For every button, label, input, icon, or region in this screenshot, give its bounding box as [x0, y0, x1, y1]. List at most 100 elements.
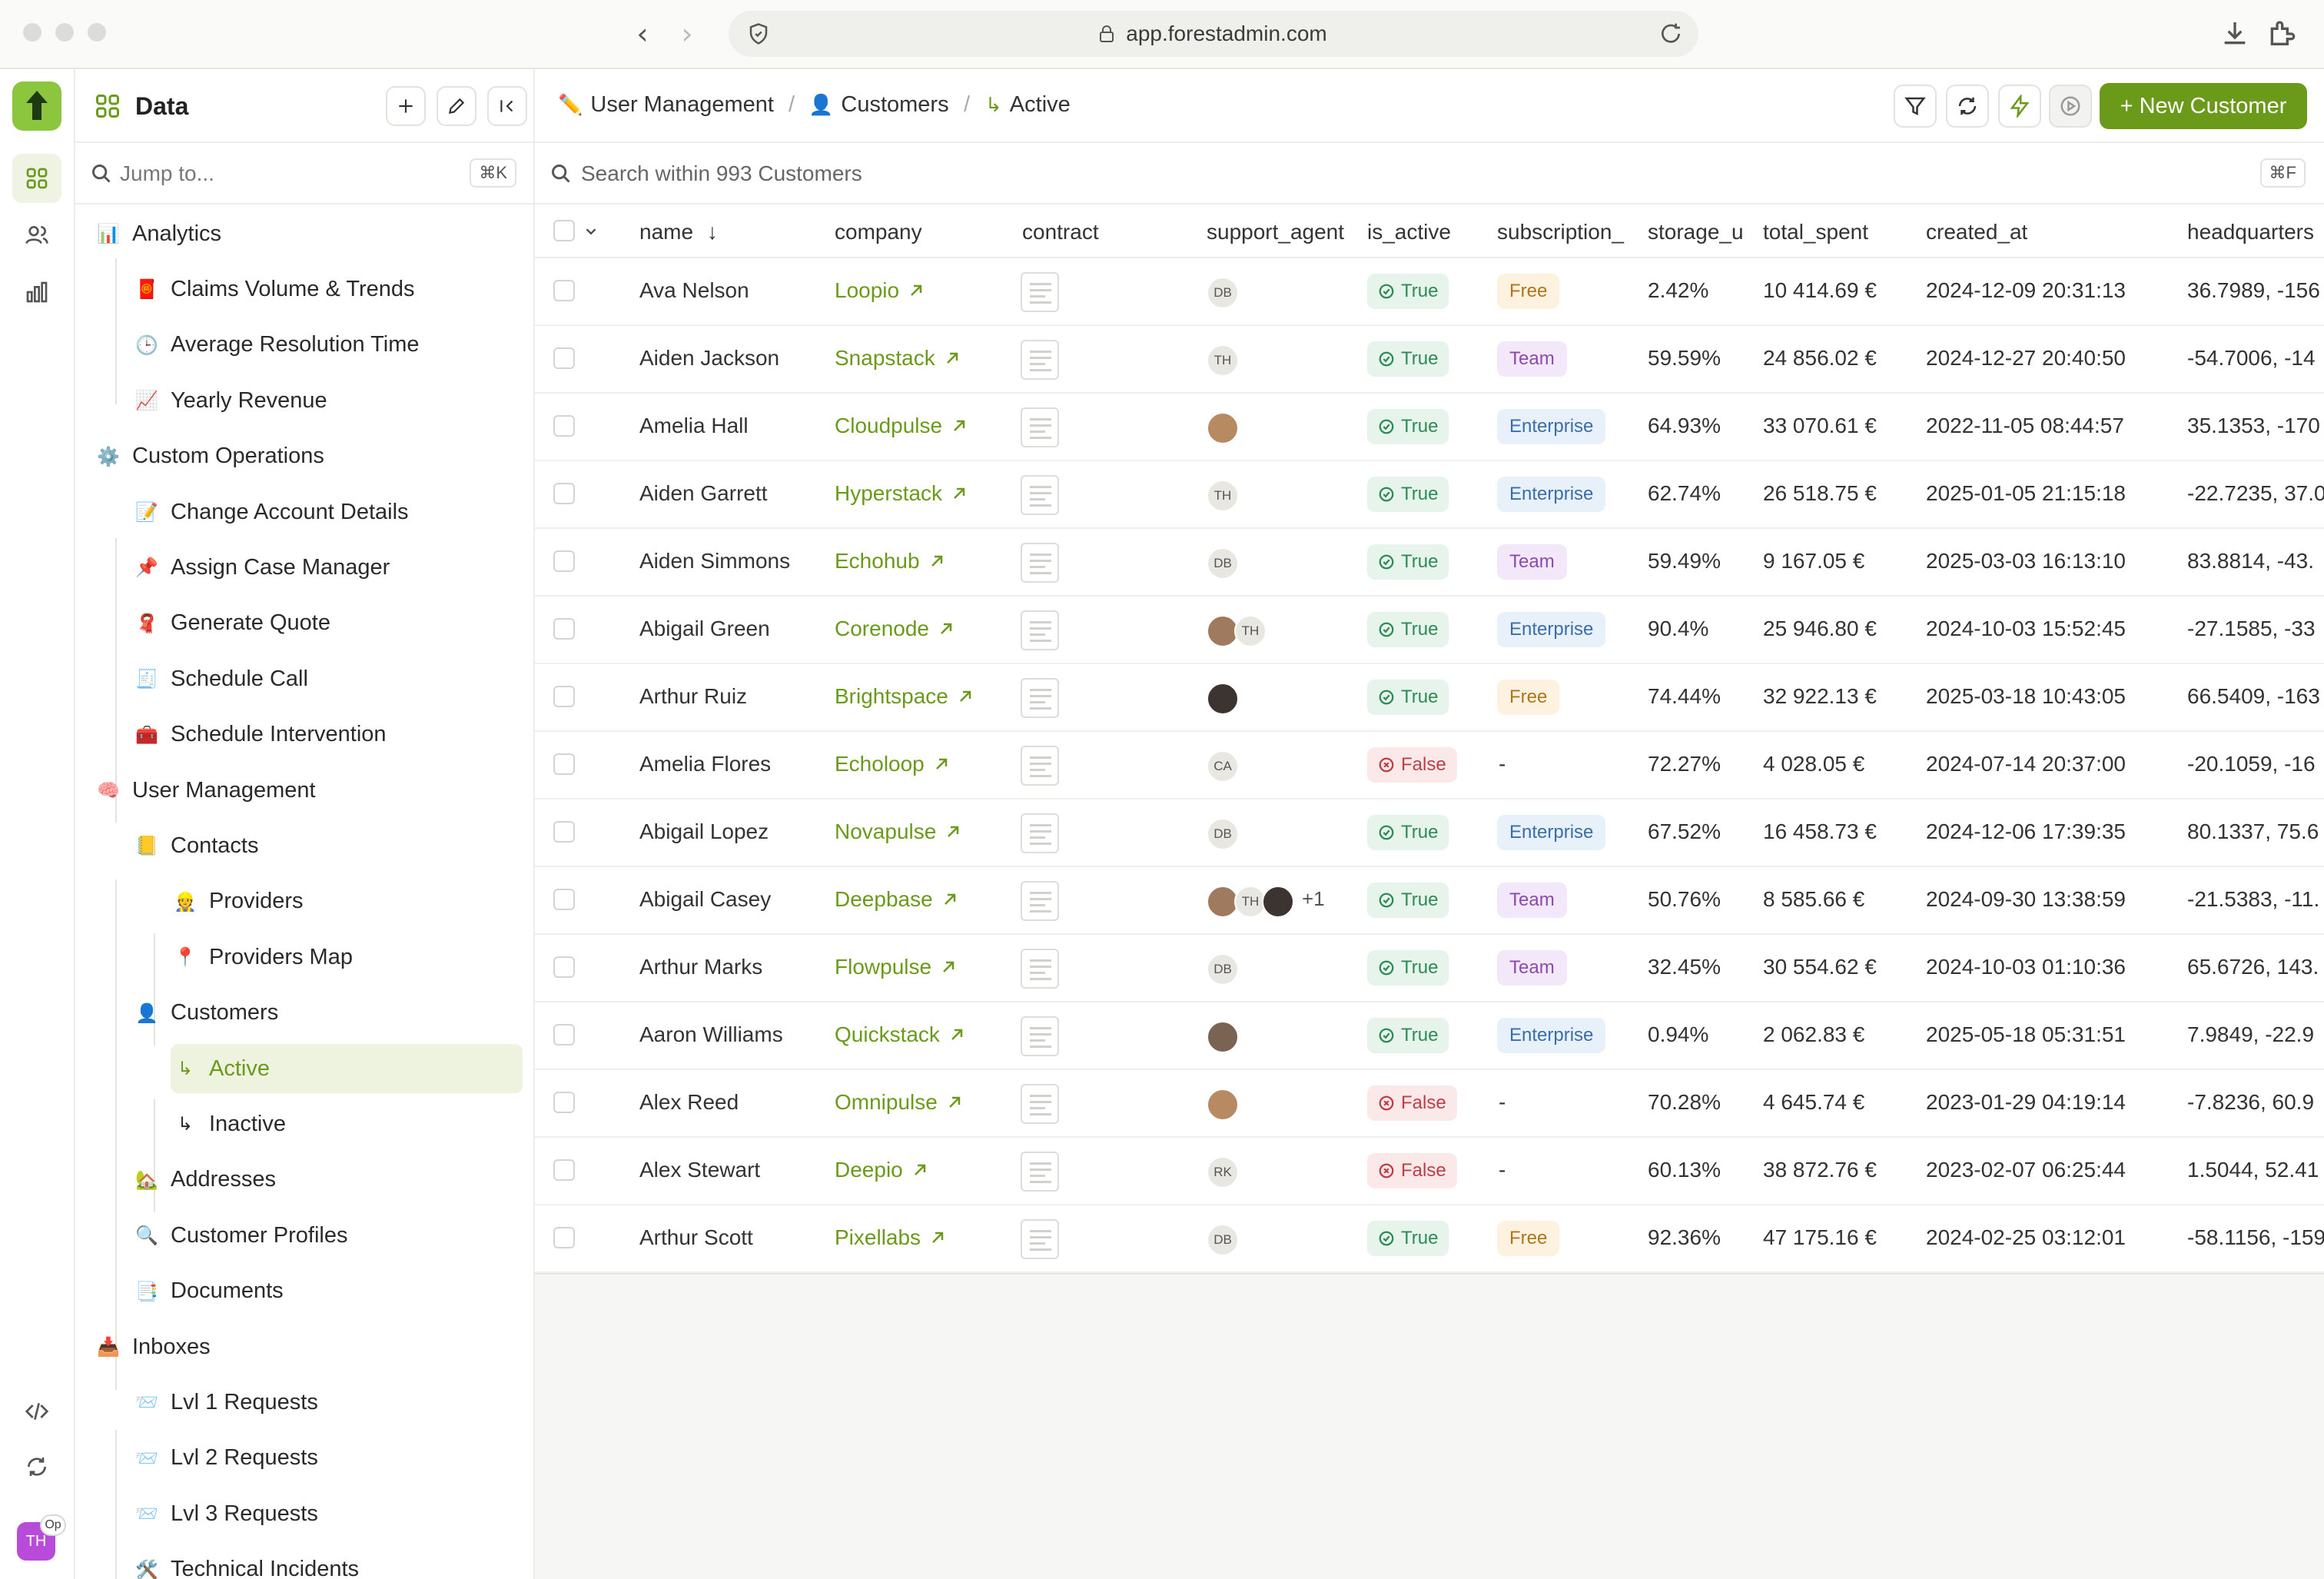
column-header-contract[interactable]: contract [1022, 220, 1099, 244]
contract-document-icon[interactable] [1021, 949, 1059, 989]
sidebar-item-schedule-intervention[interactable]: 🧰 Schedule Intervention [132, 710, 386, 760]
row-checkbox[interactable] [553, 956, 575, 978]
column-header-total-spent[interactable]: total_spent [1763, 220, 1868, 244]
table-row[interactable]: Aaron Williams Quickstack True Enterprise 0.… [535, 1002, 2324, 1070]
column-header-subscription[interactable]: subscription_ [1497, 220, 1624, 244]
table-row[interactable]: Abigail Lopez Novapulse DB True Enterprise 67… [535, 799, 2324, 867]
url-bar[interactable]: app.forestadmin.com [729, 11, 1698, 57]
sidebar-item-analytics[interactable]: 📊 Analytics [94, 209, 221, 258]
contract-document-icon[interactable] [1021, 610, 1059, 650]
support-agent-avatar[interactable] [1207, 683, 1239, 715]
sidebar-item-lvl-1-requests[interactable]: 📨 Lvl 1 Requests [132, 1378, 318, 1427]
table-row[interactable]: Alex Reed Omnipulse False - 70.28% 4 645.74 €… [535, 1070, 2324, 1138]
row-checkbox[interactable] [553, 347, 575, 369]
support-agent-avatar[interactable]: CA [1207, 750, 1239, 783]
sidebar-item-technical-incidents[interactable]: 🛠️ Technical Incidents [132, 1545, 359, 1579]
column-header-storage[interactable]: storage_u [1648, 220, 1743, 244]
cell-company-link[interactable]: Loopio [835, 278, 925, 303]
cell-company-link[interactable]: Corenode [835, 617, 955, 641]
download-icon[interactable] [2219, 18, 2250, 49]
contract-document-icon[interactable] [1021, 1219, 1059, 1259]
table-search[interactable]: Search within 993 Customers ⌘F [535, 143, 2324, 204]
sidebar-item-custom-operations[interactable]: ⚙️ Custom Operations [94, 432, 324, 481]
table-row[interactable]: Amelia Flores Echoloop CA False - 72.27% 4 028… [535, 732, 2324, 799]
sidebar-item-inboxes[interactable]: 📥 Inboxes [94, 1322, 211, 1371]
contract-document-icon[interactable] [1021, 813, 1059, 853]
cell-company-link[interactable]: Deepbase [835, 887, 959, 912]
contract-document-icon[interactable] [1021, 1152, 1059, 1192]
sidebar-item-user-management[interactable]: 🧠 User Management [94, 766, 316, 815]
contract-document-icon[interactable] [1021, 1084, 1059, 1124]
row-checkbox[interactable] [553, 415, 575, 437]
table-row[interactable]: Arthur Ruiz Brightspace True Free 74.44% 32 9… [535, 664, 2324, 732]
support-agent-avatar[interactable] [1207, 412, 1239, 444]
window-minimize-dot[interactable] [55, 23, 74, 42]
table-row[interactable]: Amelia Hall Cloudpulse True Enterprise 64.93… [535, 394, 2324, 461]
chevron-down-icon[interactable] [583, 223, 599, 240]
row-checkbox[interactable] [553, 821, 575, 843]
breadcrumb-user-management[interactable]: ✏️ User Management [558, 92, 774, 118]
column-header-created-at[interactable]: created_at [1926, 220, 2028, 244]
cell-company-link[interactable]: Echohub [835, 549, 946, 573]
column-header-company[interactable]: company [835, 220, 922, 244]
support-agent-avatar[interactable]: DB [1207, 277, 1239, 309]
collapse-sidebar-button[interactable] [487, 86, 527, 126]
cell-company-link[interactable]: Brightspace [835, 684, 974, 709]
cell-company-link[interactable]: Cloudpulse [835, 414, 968, 438]
select-all-checkbox[interactable] [553, 220, 575, 241]
table-row[interactable]: Ava Nelson Loopio DB True Free 2.42% 10 414.69… [535, 258, 2324, 326]
cell-company-link[interactable]: Snapstack [835, 346, 961, 371]
sidebar-item-claims-volume-trends[interactable]: 🧧 Claims Volume & Trends [132, 264, 414, 314]
support-agent-avatar[interactable] [1207, 1089, 1239, 1121]
breadcrumb-active[interactable]: ↳ Active [985, 92, 1071, 118]
cell-company-link[interactable]: Deepio [835, 1158, 929, 1182]
support-agent-avatar[interactable]: TH [1207, 344, 1239, 377]
back-icon[interactable]: ‹ [636, 17, 649, 51]
cell-company-link[interactable]: Flowpulse [835, 955, 958, 979]
contract-document-icon[interactable] [1021, 881, 1059, 921]
data-grid-icon[interactable] [12, 154, 61, 203]
edit-button[interactable] [437, 86, 476, 126]
sidebar-item-documents[interactable]: 📑 Documents [132, 1267, 284, 1316]
forest-logo-icon[interactable] [12, 81, 61, 131]
contract-document-icon[interactable] [1021, 1016, 1059, 1056]
support-agent-avatar[interactable]: DB [1207, 1224, 1239, 1256]
table-row[interactable]: Arthur Scott Pixellabs DB True Free 92.36% 47 … [535, 1205, 2324, 1273]
support-agent-avatar[interactable]: TH [1234, 615, 1267, 647]
table-row[interactable]: Alex Stewart Deepio RK False - 60.13% 38 872.7… [535, 1138, 2324, 1205]
contract-document-icon[interactable] [1021, 678, 1059, 718]
contract-document-icon[interactable] [1021, 746, 1059, 786]
filter-button[interactable] [1894, 85, 1937, 128]
code-icon[interactable] [12, 1387, 61, 1436]
refresh-button[interactable] [1946, 85, 1989, 128]
table-row[interactable]: Abigail Green Corenode TH True Enterprise 90.… [535, 597, 2324, 664]
support-agent-avatar[interactable] [1207, 1021, 1239, 1053]
sidebar-item-lvl-3-requests[interactable]: 📨 Lvl 3 Requests [132, 1489, 318, 1538]
support-agent-avatar[interactable]: DB [1207, 818, 1239, 850]
row-checkbox[interactable] [553, 1092, 575, 1113]
sidebar-item-yearly-revenue[interactable]: 📈 Yearly Revenue [132, 376, 327, 425]
analytics-icon[interactable] [12, 268, 61, 317]
column-header-name[interactable]: name ↓ [639, 220, 718, 244]
sidebar-item-generate-quote[interactable]: 🧣 Generate Quote [132, 599, 330, 648]
cell-company-link[interactable]: Hyperstack [835, 481, 968, 506]
forward-icon[interactable]: › [681, 17, 693, 51]
new-customer-button[interactable]: + New Customer [2100, 83, 2307, 129]
sidebar-item-change-account-details[interactable]: 📝 Change Account Details [132, 487, 408, 537]
support-agent-avatar[interactable]: DB [1207, 547, 1239, 580]
cell-company-link[interactable]: Omnipulse [835, 1090, 964, 1115]
actions-button[interactable] [1998, 85, 2041, 128]
row-checkbox[interactable] [553, 550, 575, 572]
sidebar-item-providers[interactable]: 👷 Providers [171, 877, 303, 926]
jump-to-search[interactable]: Jump to... ⌘K [75, 143, 533, 204]
support-agent-avatar[interactable]: RK [1207, 1156, 1239, 1188]
contract-document-icon[interactable] [1021, 272, 1059, 312]
sync-icon[interactable] [12, 1442, 61, 1491]
sidebar-item-customer-profiles[interactable]: 🔍 Customer Profiles [132, 1211, 347, 1260]
column-header-support-agent[interactable]: support_agent [1207, 220, 1345, 244]
sidebar-item-contacts[interactable]: 📒 Contacts [132, 821, 258, 870]
sidebar-item-lvl-2-requests[interactable]: 📨 Lvl 2 Requests [132, 1434, 318, 1483]
cell-company-link[interactable]: Pixellabs [835, 1225, 947, 1250]
sidebar-item-customers[interactable]: 👤 Customers [132, 989, 278, 1038]
row-checkbox[interactable] [553, 1024, 575, 1045]
